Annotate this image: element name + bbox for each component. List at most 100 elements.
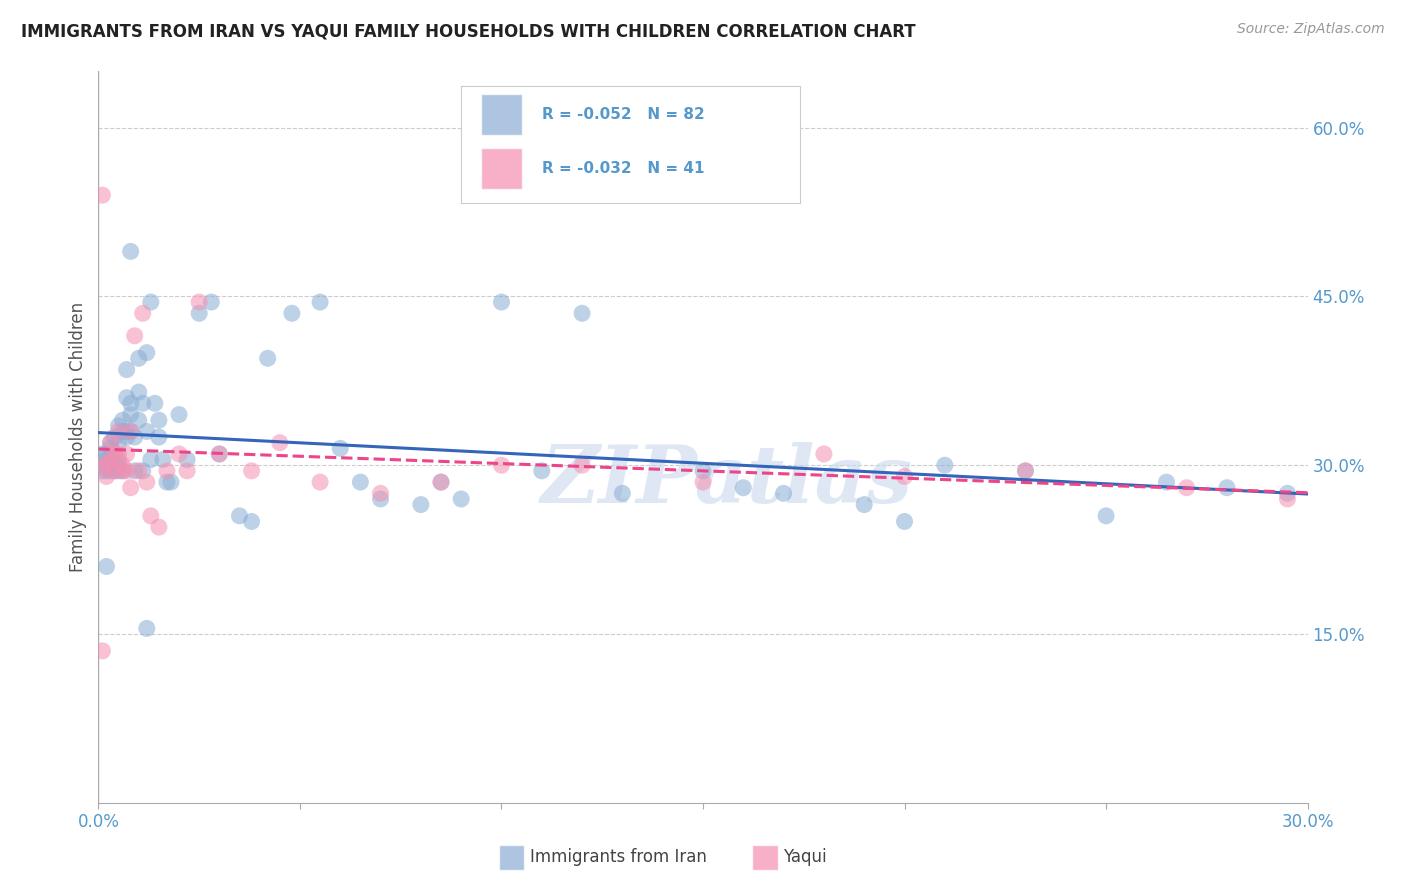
Point [111, 464, 134, 478]
Point [120, 481, 142, 495]
Point [96, 464, 118, 478]
Point [188, 295, 211, 310]
Y-axis label: Family Households with Children: Family Households with Children [69, 302, 87, 572]
Point [124, 430, 146, 444]
Point [132, 464, 155, 478]
Point [120, 396, 142, 410]
Point [208, 447, 231, 461]
Point [1277, 491, 1299, 506]
Point [143, 396, 166, 410]
Point [128, 385, 150, 400]
Point [733, 481, 755, 495]
Point [103, 447, 125, 461]
Point [128, 464, 150, 478]
Point [111, 413, 134, 427]
Point [167, 447, 190, 461]
Point [893, 469, 915, 483]
Point [107, 447, 129, 461]
Point [853, 498, 876, 512]
Point [349, 475, 371, 489]
Point [115, 430, 138, 444]
Point [228, 508, 250, 523]
Point [100, 435, 122, 450]
Point [612, 486, 634, 500]
Point [1014, 464, 1036, 478]
Point [491, 295, 513, 310]
Point [100, 442, 122, 456]
Point [103, 430, 125, 444]
Point [530, 464, 553, 478]
Point [1277, 486, 1299, 500]
Point [139, 295, 162, 310]
Point [450, 491, 472, 506]
Point [120, 425, 142, 439]
Point [148, 413, 170, 427]
Point [96, 447, 118, 461]
Point [430, 475, 453, 489]
Point [91, 447, 114, 461]
Point [156, 475, 179, 489]
Point [132, 306, 155, 320]
Point [269, 435, 291, 450]
Point [409, 498, 432, 512]
Point [893, 515, 915, 529]
Point [96, 458, 118, 473]
Point [167, 408, 190, 422]
Point [115, 362, 138, 376]
Point [148, 520, 170, 534]
Point [103, 464, 125, 478]
Point [309, 295, 332, 310]
Point [120, 244, 142, 259]
Point [329, 442, 352, 456]
Point [139, 452, 162, 467]
Point [208, 447, 231, 461]
Point [132, 396, 155, 410]
Point [107, 418, 129, 433]
Point [1175, 481, 1198, 495]
Point [107, 435, 129, 450]
Point [1014, 464, 1036, 478]
Point [772, 486, 794, 500]
Point [692, 464, 714, 478]
Point [111, 425, 134, 439]
Point [152, 452, 174, 467]
Point [370, 486, 392, 500]
Point [156, 464, 179, 478]
Point [103, 458, 125, 473]
Point [91, 458, 114, 473]
Point [100, 452, 122, 467]
Point [91, 464, 114, 478]
Point [91, 188, 114, 202]
Point [107, 464, 129, 478]
Point [120, 408, 142, 422]
Point [240, 464, 263, 478]
Point [100, 464, 122, 478]
Point [148, 430, 170, 444]
Point [135, 621, 157, 635]
Point [115, 425, 138, 439]
Point [176, 464, 198, 478]
Point [139, 508, 162, 523]
Point [128, 351, 150, 366]
Text: IMMIGRANTS FROM IRAN VS YAQUI FAMILY HOUSEHOLDS WITH CHILDREN CORRELATION CHART: IMMIGRANTS FROM IRAN VS YAQUI FAMILY HOU… [21, 22, 915, 40]
Point [160, 475, 183, 489]
Point [107, 452, 129, 467]
Point [135, 425, 157, 439]
Point [135, 345, 157, 359]
Point [256, 351, 278, 366]
Text: Yaqui: Yaqui [783, 848, 827, 866]
Text: ZIPatlas: ZIPatlas [541, 442, 914, 520]
Point [96, 458, 118, 473]
Text: Immigrants from Iran: Immigrants from Iran [530, 848, 707, 866]
Point [491, 458, 513, 473]
Point [100, 452, 122, 467]
Point [934, 458, 956, 473]
Point [370, 491, 392, 506]
Point [120, 425, 142, 439]
Point [115, 464, 138, 478]
Point [1156, 475, 1178, 489]
Point [135, 475, 157, 489]
Point [124, 464, 146, 478]
Point [692, 475, 714, 489]
Point [96, 452, 118, 467]
